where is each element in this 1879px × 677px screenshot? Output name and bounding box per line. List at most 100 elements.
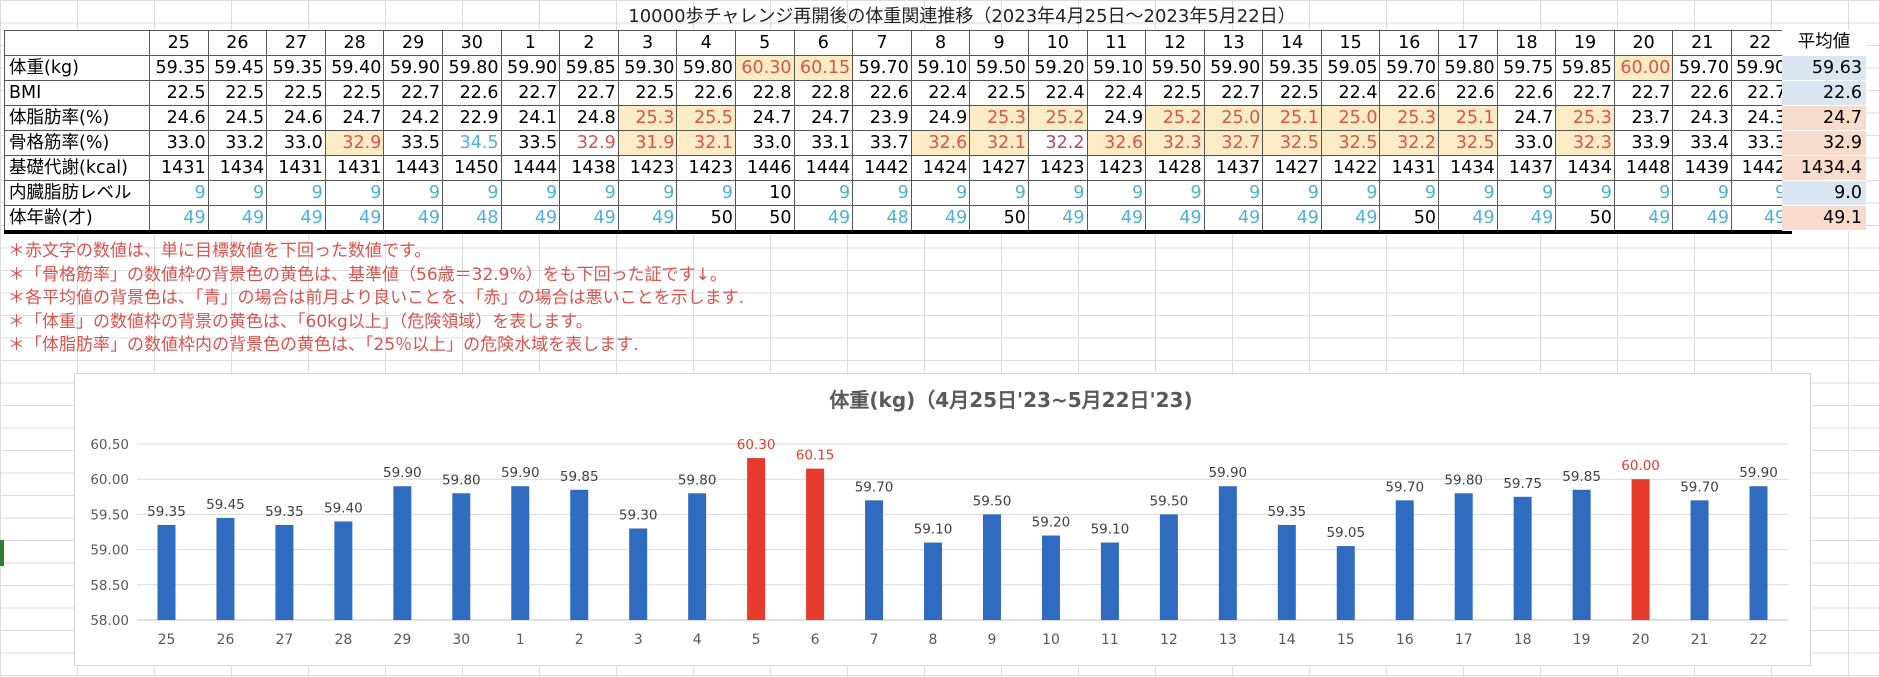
table-cell[interactable]: 24.3: [1672, 105, 1733, 131]
table-cell[interactable]: 32.7: [1203, 130, 1264, 156]
table-cell[interactable]: 59.90: [500, 55, 561, 81]
row-label[interactable]: 体重(kg): [4, 55, 150, 81]
table-cell[interactable]: 22.6: [1672, 80, 1733, 106]
table-cell[interactable]: 25.0: [1203, 105, 1264, 131]
table-cell[interactable]: 25.2: [1145, 105, 1205, 131]
day-header[interactable]: 28: [324, 30, 385, 56]
table-cell[interactable]: 22.5: [207, 80, 268, 106]
table-cell[interactable]: 59.50: [969, 55, 1029, 81]
table-cell[interactable]: 59.40: [324, 55, 385, 81]
table-cell[interactable]: 49: [910, 205, 971, 233]
day-header[interactable]: 29: [383, 30, 443, 56]
table-cell[interactable]: 9: [1555, 180, 1615, 206]
table-cell[interactable]: 24.8: [559, 105, 619, 131]
table-cell[interactable]: 59.90: [1731, 55, 1791, 81]
day-header[interactable]: 12: [1145, 30, 1205, 56]
table-cell[interactable]: 49: [1496, 205, 1557, 233]
table-cell[interactable]: 22.4: [1027, 80, 1088, 106]
table-cell[interactable]: 1427: [1262, 155, 1322, 181]
table-cell[interactable]: 22.6: [852, 80, 912, 106]
table-cell[interactable]: 32.2: [1027, 130, 1088, 156]
table-cell[interactable]: 9: [1672, 180, 1733, 206]
table-cell[interactable]: 24.2: [383, 105, 443, 131]
table-cell[interactable]: 49: [1731, 205, 1791, 233]
average-cell[interactable]: 24.7: [1782, 105, 1866, 131]
table-cell[interactable]: 9: [1086, 180, 1147, 206]
day-header[interactable]: 13: [1203, 30, 1264, 56]
table-cell[interactable]: 1431: [149, 155, 209, 181]
table-cell[interactable]: 33.5: [500, 130, 561, 156]
table-cell[interactable]: 50: [969, 205, 1029, 233]
day-header[interactable]: 14: [1262, 30, 1322, 56]
table-cell[interactable]: 59.35: [149, 55, 209, 81]
table-cell[interactable]: 9: [559, 180, 619, 206]
table-cell[interactable]: 59.80: [676, 55, 736, 81]
table-cell[interactable]: 1423: [676, 155, 736, 181]
table-cell[interactable]: 24.7: [324, 105, 385, 131]
row-label[interactable]: BMI: [4, 80, 150, 106]
day-header[interactable]: 18: [1496, 30, 1557, 56]
table-cell[interactable]: 48: [441, 205, 502, 233]
table-cell[interactable]: 59.10: [910, 55, 971, 81]
day-header[interactable]: 26: [207, 30, 268, 56]
table-cell[interactable]: 9: [324, 180, 385, 206]
day-header[interactable]: 16: [1379, 30, 1440, 56]
table-cell[interactable]: 9: [1027, 180, 1088, 206]
table-cell[interactable]: 22.5: [324, 80, 385, 106]
table-cell[interactable]: 60.30: [734, 55, 795, 81]
table-cell[interactable]: 1444: [793, 155, 854, 181]
table-cell[interactable]: 10: [734, 180, 795, 206]
table-cell[interactable]: 59.80: [1438, 55, 1498, 81]
table-cell[interactable]: 25.3: [1379, 105, 1440, 131]
table-cell[interactable]: 9: [1145, 180, 1205, 206]
table-cell[interactable]: 32.1: [676, 130, 736, 156]
table-cell[interactable]: 1431: [324, 155, 385, 181]
table-cell[interactable]: 49: [1145, 205, 1205, 233]
table-cell[interactable]: 22.5: [1145, 80, 1205, 106]
table-cell[interactable]: 24.9: [910, 105, 971, 131]
table-cell[interactable]: 32.5: [1320, 130, 1381, 156]
table-cell[interactable]: 25.2: [1027, 105, 1088, 131]
table-cell[interactable]: 59.20: [1027, 55, 1088, 81]
table-cell[interactable]: 9: [1613, 180, 1674, 206]
row-label[interactable]: 体脂肪率(%): [4, 105, 150, 131]
table-cell[interactable]: 25.5: [676, 105, 736, 131]
table-cell[interactable]: 24.1: [500, 105, 561, 131]
table-cell[interactable]: 49: [1262, 205, 1322, 233]
table-cell[interactable]: 50: [1555, 205, 1615, 233]
table-cell[interactable]: 1443: [383, 155, 443, 181]
table-cell[interactable]: 9: [1496, 180, 1557, 206]
day-header[interactable]: 4: [676, 30, 736, 56]
table-cell[interactable]: 1427: [969, 155, 1029, 181]
table-cell[interactable]: 32.1: [969, 130, 1029, 156]
table-cell[interactable]: 1428: [1145, 155, 1205, 181]
table-cell[interactable]: 59.05: [1320, 55, 1381, 81]
average-cell[interactable]: 32.9: [1782, 130, 1866, 156]
table-cell[interactable]: 33.2: [207, 130, 268, 156]
table-cell[interactable]: 22.6: [1379, 80, 1440, 106]
table-cell[interactable]: 50: [734, 205, 795, 233]
table-cell[interactable]: 22.4: [910, 80, 971, 106]
table-cell[interactable]: 25.1: [1438, 105, 1498, 131]
row-label[interactable]: 骨格筋率(%): [4, 130, 150, 156]
table-cell[interactable]: 23.7: [1613, 105, 1674, 131]
table-cell[interactable]: 49: [500, 205, 561, 233]
table-cell[interactable]: 59.75: [1496, 55, 1557, 81]
table-cell[interactable]: 1434: [1438, 155, 1498, 181]
table-cell[interactable]: 1438: [559, 155, 619, 181]
table-cell[interactable]: 32.3: [1555, 130, 1615, 156]
table-cell[interactable]: 1439: [1672, 155, 1733, 181]
table-cell[interactable]: 59.90: [383, 55, 443, 81]
table-cell[interactable]: 22.7: [559, 80, 619, 106]
table-cell[interactable]: 33.0: [266, 130, 326, 156]
table-cell[interactable]: 59.85: [1555, 55, 1615, 81]
table-cell[interactable]: 24.6: [149, 105, 209, 131]
table-cell[interactable]: 24.7: [734, 105, 795, 131]
table-cell[interactable]: 31.9: [617, 130, 678, 156]
table-cell[interactable]: 9: [1203, 180, 1264, 206]
table-cell[interactable]: 33.7: [852, 130, 912, 156]
day-header[interactable]: 7: [852, 30, 912, 56]
table-cell[interactable]: 49: [1320, 205, 1381, 233]
table-cell[interactable]: 49: [324, 205, 385, 233]
table-cell[interactable]: 59.35: [266, 55, 326, 81]
